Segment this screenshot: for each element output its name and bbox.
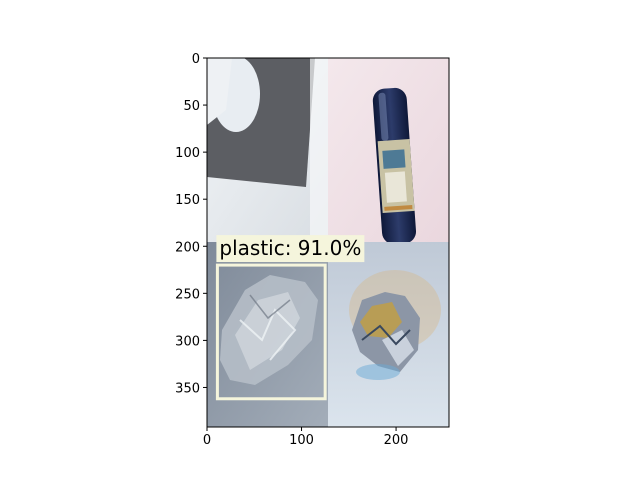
plot-frame [206,57,450,428]
y-tick-label: 150 [175,193,200,208]
tile-plastic-bottle [328,58,449,245]
y-tick-label: 50 [183,99,200,114]
y-tick-label: 0 [192,52,200,67]
y-tick-label: 250 [175,287,200,302]
detection-box: plastic: 91.0% [215,235,365,401]
tile-crumpled-plastic [207,242,328,427]
detection-rect [215,263,327,401]
image-tiles [207,58,449,427]
y-tick-label: 300 [175,334,200,349]
x-axis: 0 100 200 [203,427,409,448]
detection-label-bg [216,235,365,263]
tile-paper-sheet [207,58,328,242]
y-tick-label: 100 [175,146,200,161]
x-tick-label: 200 [384,433,409,448]
x-tick-label: 100 [289,433,314,448]
y-tick-label: 200 [175,240,200,255]
tile-crumpled-foil [328,242,449,427]
detection-label: plastic: 91.0% [219,236,361,260]
y-tick-label: 350 [175,381,200,396]
x-tick-label: 0 [203,433,211,448]
y-axis: 0 50 100 150 200 250 300 350 [175,52,207,396]
